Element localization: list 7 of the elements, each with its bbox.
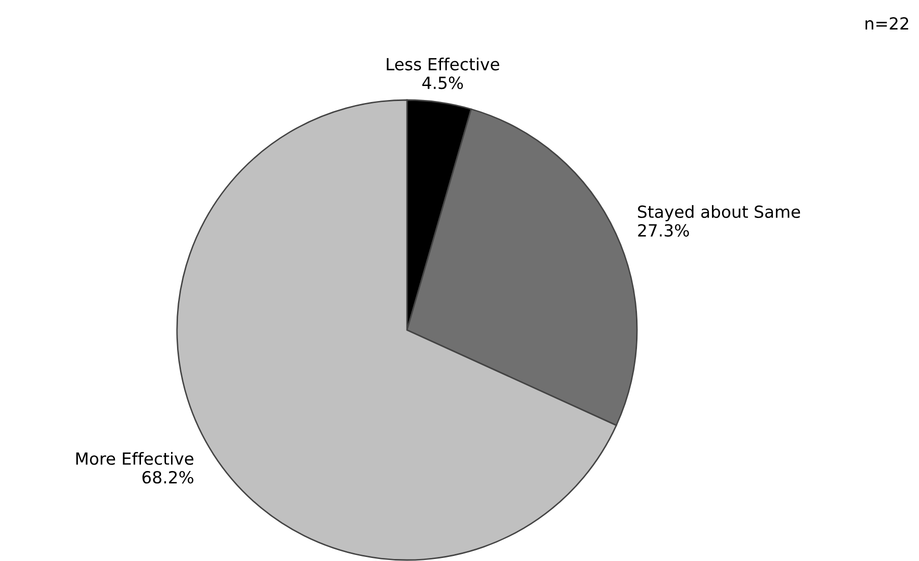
slice-label: Stayed about Same	[638, 205, 800, 222]
slice-label: More Effective	[76, 452, 194, 465]
data-label: 4.5%	[422, 76, 463, 90]
data-label: 27.3%	[638, 224, 689, 237]
text: n=22	[866, 17, 908, 30]
slice-label: Less Effective	[386, 58, 500, 70]
data-label: 68.2%	[142, 470, 194, 484]
